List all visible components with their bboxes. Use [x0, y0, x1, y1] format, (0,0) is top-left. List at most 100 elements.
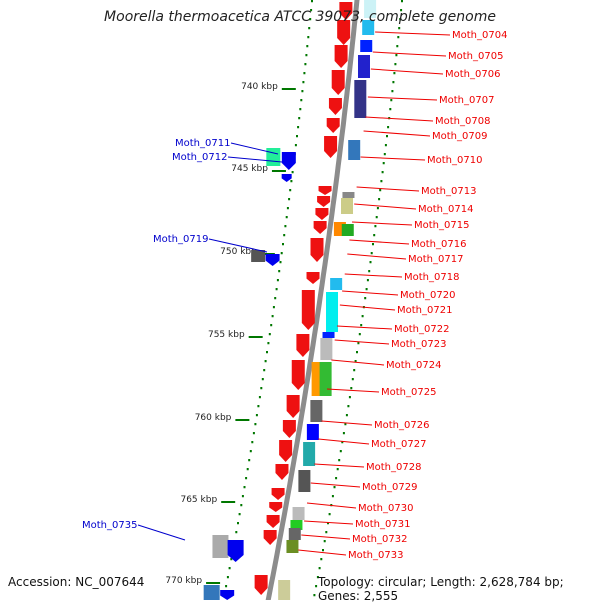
gene-label-moth-0711: Moth_0711 [175, 138, 230, 149]
gene-feature-forward [291, 360, 305, 390]
gene-label-moth-0733: Moth_0733 [348, 550, 403, 561]
ruler-label: 745 kbp [231, 164, 268, 174]
gene-feature-block [322, 332, 335, 338]
gene-feature-block [330, 278, 343, 290]
gene-feature-block [348, 140, 361, 160]
gene-feature-reverse [212, 535, 229, 558]
gene-label-moth-0714: Moth_0714 [418, 204, 473, 215]
gene-feature-block [357, 55, 370, 78]
gene-label-moth-0708: Moth_0708 [435, 116, 490, 127]
gene-feature-block [326, 292, 339, 332]
gene-label-moth-0707: Moth_0707 [439, 95, 494, 106]
label-connector [367, 96, 438, 101]
ruler-label: 740 kbp [241, 82, 278, 92]
gene-label-moth-0726: Moth_0726 [374, 420, 429, 431]
label-connector [365, 116, 434, 122]
gene-feature-block [298, 470, 311, 492]
gene-feature-forward [313, 221, 327, 234]
gene-feature-block [310, 400, 323, 422]
gene-feature-block [362, 20, 375, 35]
gene-feature-reverse [227, 540, 244, 562]
gene-label-moth-0706: Moth_0706 [445, 69, 500, 80]
label-connector [336, 325, 393, 330]
label-connector [230, 142, 279, 155]
gene-feature-forward [271, 488, 285, 500]
label-connector [314, 463, 365, 468]
ruler-label: 765 kbp [180, 495, 217, 505]
gene-feature-forward [269, 502, 283, 512]
scale-track-right [313, 0, 403, 597]
gene-label-moth-0716: Moth_0716 [411, 239, 466, 250]
ruler-label: 750 kbp [220, 247, 257, 257]
gene-feature-forward [317, 196, 331, 207]
gene-feature-forward [301, 290, 315, 330]
label-connector [363, 130, 431, 137]
label-connector [370, 68, 444, 75]
gene-feature-block [364, 0, 377, 18]
gene-feature-forward [334, 45, 348, 68]
gene-label-moth-0712: Moth_0712 [172, 152, 227, 163]
label-connector [137, 524, 186, 541]
gene-feature-block [342, 192, 355, 198]
label-connector [349, 239, 410, 245]
label-connector [326, 388, 380, 393]
gene-feature-forward [315, 208, 329, 220]
gene-feature-forward [275, 464, 289, 480]
gene-feature-reverse [266, 148, 281, 166]
label-connector [301, 534, 351, 540]
gene-label-moth-0732: Moth_0732 [352, 534, 407, 545]
label-connector [354, 203, 417, 210]
label-connector [331, 359, 385, 366]
gene-label-moth-0730: Moth_0730 [358, 503, 413, 514]
label-connector [208, 238, 268, 253]
gene-feature-forward [339, 2, 353, 20]
gene-label-moth-0718: Moth_0718 [404, 272, 459, 283]
gene-feature-forward [324, 136, 338, 158]
gene-label-moth-0710: Moth_0710 [427, 155, 482, 166]
gene-feature-reverse [203, 585, 220, 600]
gene-feature-forward [279, 440, 293, 462]
gene-label-moth-0715: Moth_0715 [414, 220, 469, 231]
gene-feature-block [319, 362, 332, 396]
label-connector [227, 156, 283, 163]
ruler-label: 760 kbp [195, 413, 232, 423]
gene-feature-block [306, 424, 319, 440]
label-connector [360, 156, 426, 161]
gene-feature-reverse [281, 152, 296, 170]
ruler-label: 755 kbp [208, 330, 245, 340]
gene-feature-reverse [265, 254, 280, 266]
gene-feature-block [354, 80, 367, 118]
label-connector [342, 290, 399, 296]
gene-label-moth-0704: Moth_0704 [452, 30, 507, 41]
gene-label-moth-0705: Moth_0705 [448, 51, 503, 62]
gene-feature-forward [296, 334, 310, 357]
label-connector [310, 482, 361, 488]
gene-label-moth-0728: Moth_0728 [366, 462, 421, 473]
gene-feature-block [278, 580, 291, 600]
gene-feature-block [341, 224, 354, 236]
ruler-label: 770 kbp [165, 576, 202, 586]
label-connector [321, 420, 373, 426]
gene-label-moth-0719: Moth_0719 [153, 234, 208, 245]
gene-feature-forward [337, 20, 351, 45]
label-connector [347, 253, 407, 260]
gene-feature-block [303, 442, 316, 466]
gene-feature-forward [328, 98, 342, 115]
genome-backbone [264, 0, 360, 604]
gene-label-moth-0721: Moth_0721 [397, 305, 452, 316]
gene-label-moth-0724: Moth_0724 [386, 360, 441, 371]
label-connector [334, 339, 390, 345]
gene-label-moth-0713: Moth_0713 [421, 186, 476, 197]
gene-feature-block [341, 198, 354, 214]
gene-feature-forward [286, 395, 300, 418]
label-connector [298, 549, 347, 556]
accession-text: Accession: NC_007644 [8, 575, 145, 589]
gene-feature-block [290, 520, 303, 530]
gene-label-moth-0725: Moth_0725 [381, 387, 436, 398]
label-connector [306, 502, 357, 509]
gene-feature-forward [254, 575, 268, 595]
gene-feature-forward [266, 515, 280, 528]
gene-feature-block [292, 507, 305, 520]
